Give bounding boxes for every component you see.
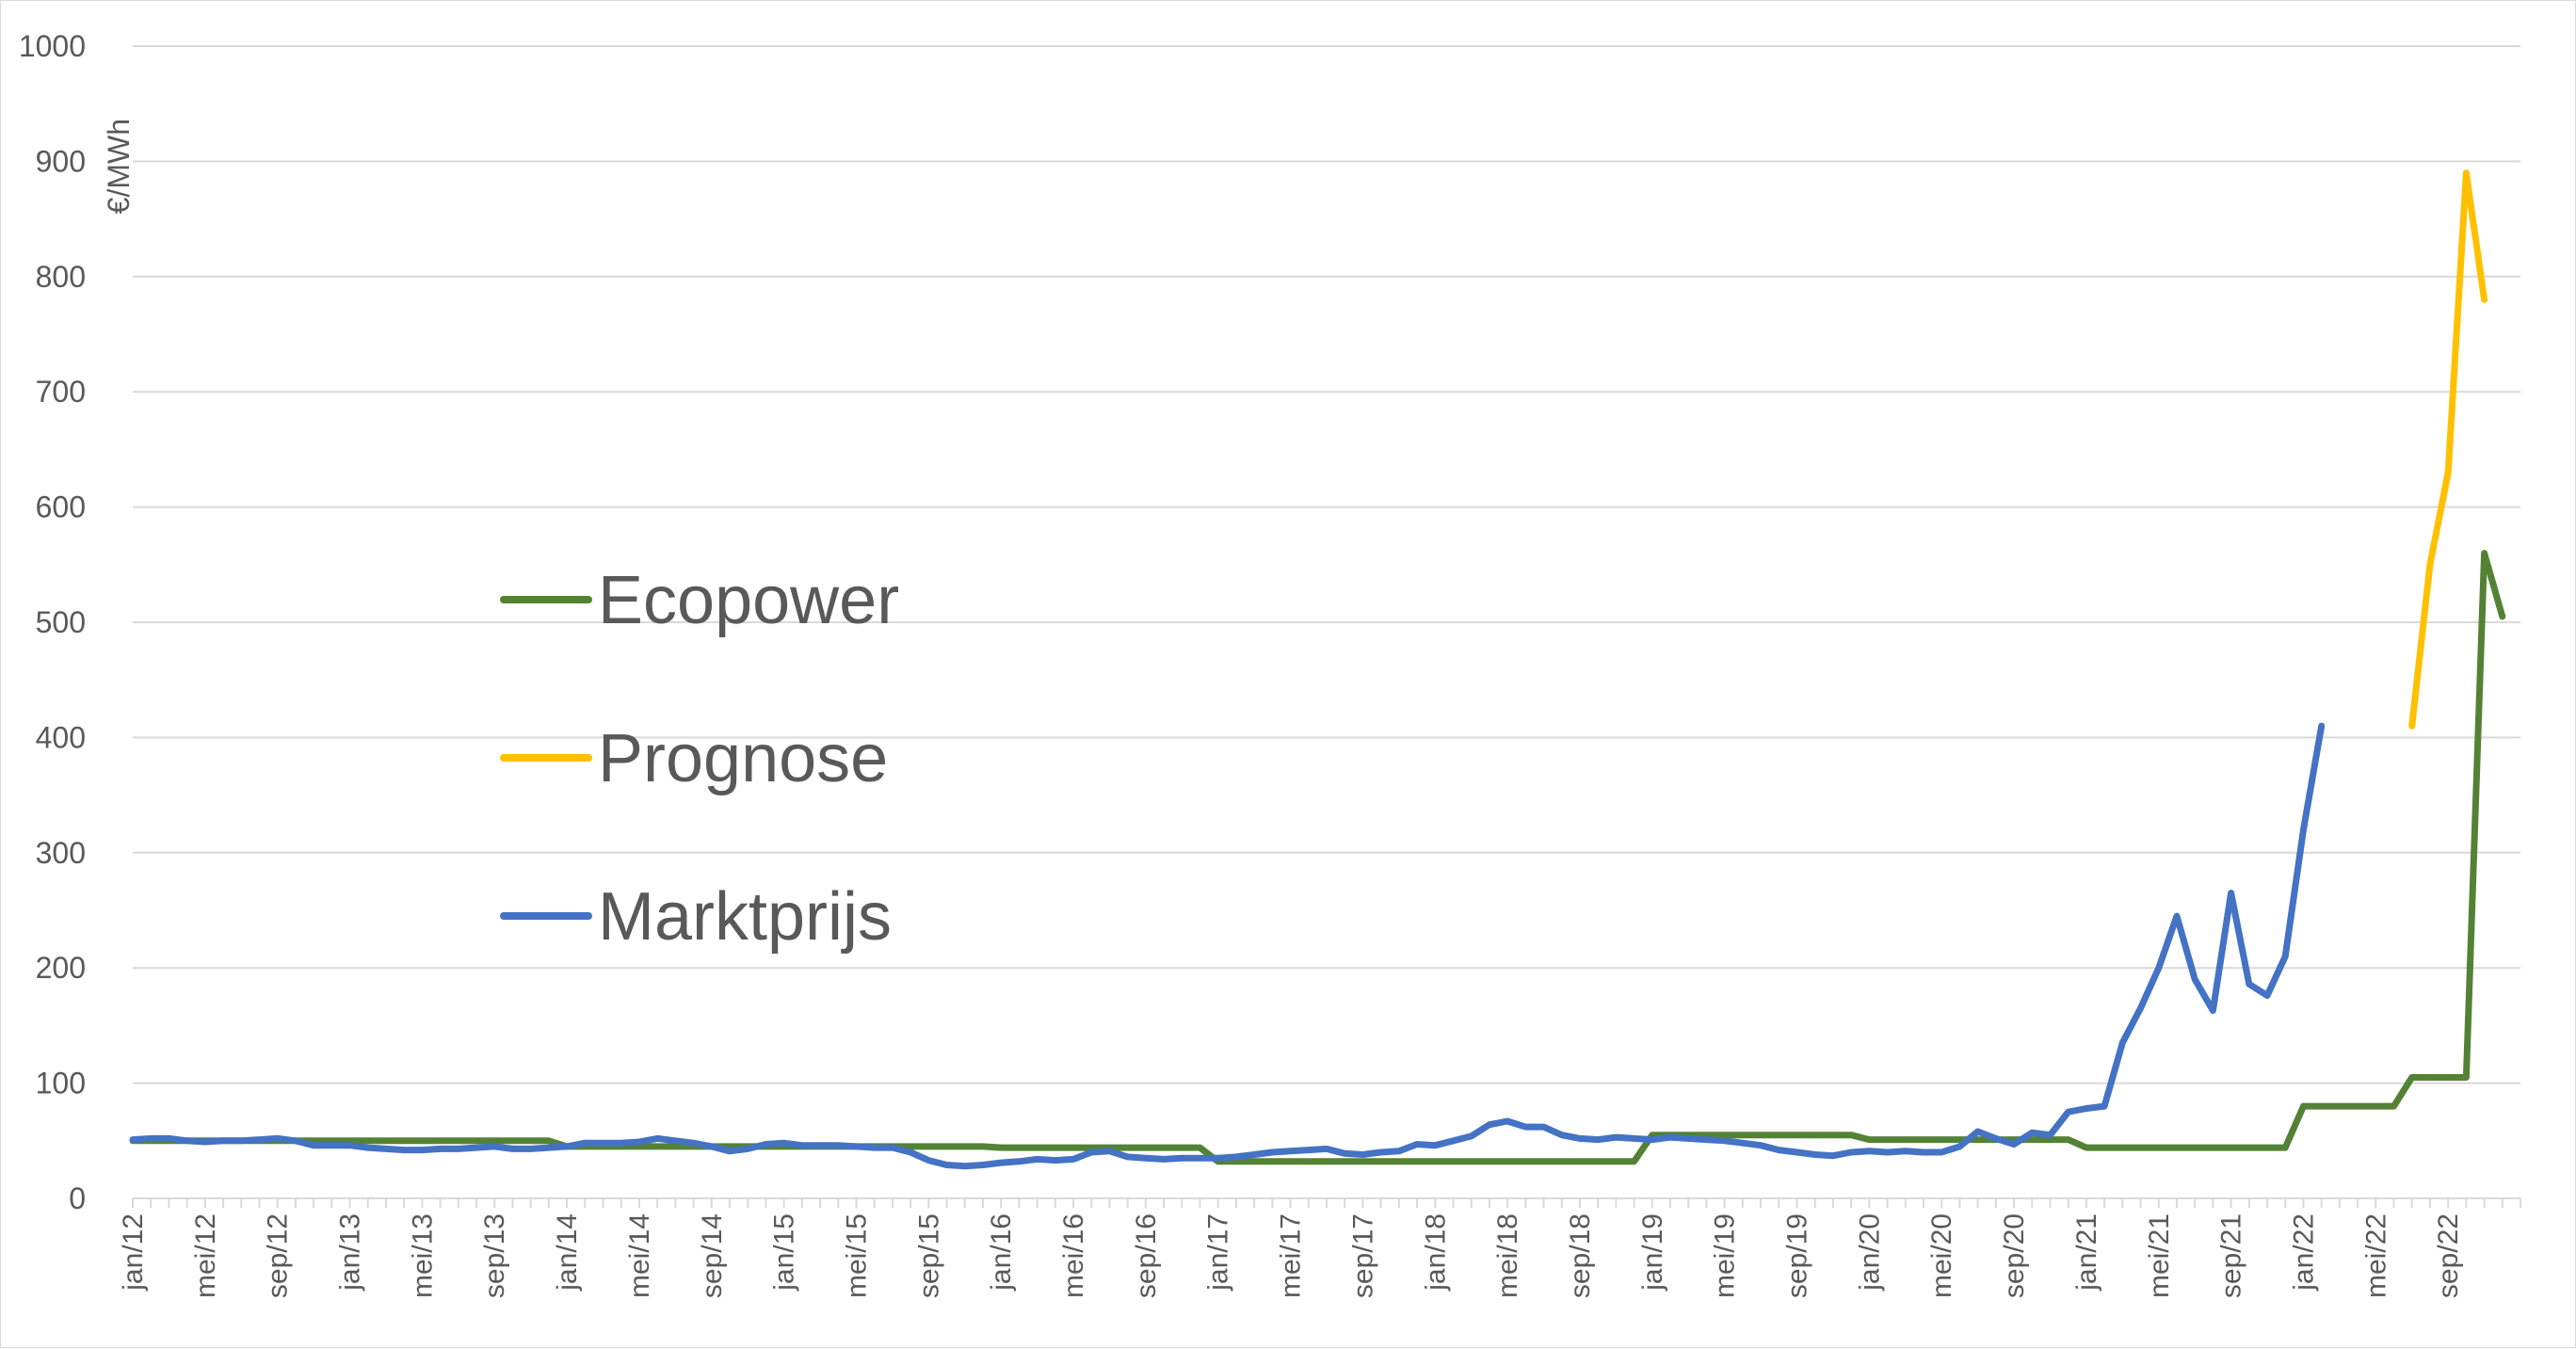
legend-label: Prognose bbox=[598, 721, 888, 796]
y-tick-label: 0 bbox=[69, 1181, 86, 1215]
x-tick-label: jan/22 bbox=[2288, 1213, 2319, 1292]
x-tick-label: jan/19 bbox=[1637, 1213, 1668, 1292]
y-tick-label: 100 bbox=[36, 1067, 86, 1100]
x-tick-label: sep/21 bbox=[2216, 1213, 2247, 1298]
x-tick-label: jan/15 bbox=[769, 1213, 800, 1292]
x-tick-label: jan/16 bbox=[986, 1213, 1017, 1292]
series-line-ecopower bbox=[129, 550, 2506, 1165]
x-tick-label: mei/13 bbox=[407, 1213, 438, 1298]
x-axis: jan/12 mei/12 sep/12 jan/13 mei/13 sep/13 jan/… bbox=[118, 1197, 2521, 1298]
x-tick-label: jan/20 bbox=[1854, 1213, 1885, 1292]
x-tick-label: mei/21 bbox=[2144, 1213, 2175, 1298]
x-tick-label: sep/18 bbox=[1565, 1213, 1596, 1298]
x-tick-label: sep/16 bbox=[1131, 1213, 1162, 1298]
series-line-marktprijs bbox=[129, 722, 2326, 1170]
x-tick-label: sep/15 bbox=[913, 1213, 944, 1298]
y-tick-label: 900 bbox=[36, 144, 86, 178]
x-tick-label: jan/21 bbox=[2071, 1213, 2102, 1292]
x-tick-label: jan/13 bbox=[335, 1213, 366, 1292]
x-tick-label: sep/14 bbox=[697, 1213, 728, 1298]
y-tick-label: 400 bbox=[36, 720, 86, 754]
legend-label: Marktprijs bbox=[598, 879, 892, 955]
x-tick-label: mei/22 bbox=[2360, 1213, 2391, 1298]
gridlines bbox=[133, 45, 2520, 1084]
x-tick-label: mei/14 bbox=[624, 1213, 655, 1298]
x-tick-label: jan/14 bbox=[552, 1213, 583, 1292]
x-tick-label: jan/17 bbox=[1203, 1213, 1234, 1292]
y-tick-label: 200 bbox=[36, 951, 86, 985]
x-tick-label: sep/12 bbox=[263, 1213, 294, 1298]
x-tick-label: mei/15 bbox=[841, 1213, 872, 1298]
x-tick-label: sep/17 bbox=[1347, 1213, 1378, 1298]
x-tick-label: mei/17 bbox=[1276, 1213, 1307, 1298]
legend: Ecopower Prognose Marktprijs bbox=[500, 563, 899, 955]
y-tick-label: 700 bbox=[36, 375, 86, 409]
x-tick-label: mei/19 bbox=[1710, 1213, 1741, 1298]
legend-label: Ecopower bbox=[598, 563, 899, 638]
y-tick-label: 500 bbox=[36, 605, 86, 639]
x-tick-label: sep/19 bbox=[1782, 1213, 1813, 1298]
x-tick-label: sep/13 bbox=[479, 1213, 510, 1298]
x-tick-label: sep/20 bbox=[1999, 1213, 2030, 1298]
x-tick-label: mei/16 bbox=[1058, 1213, 1089, 1298]
x-tick-label: sep/22 bbox=[2433, 1213, 2464, 1298]
x-tick-label: mei/12 bbox=[190, 1213, 221, 1298]
y-tick-label: 800 bbox=[36, 260, 86, 294]
series-lines bbox=[129, 169, 2506, 1170]
y-axis: 0 100 200 300 400 500 600 700 800 900 1000 bbox=[19, 29, 86, 1215]
y-tick-label: 600 bbox=[36, 490, 86, 524]
series-line-prognose bbox=[2408, 169, 2488, 730]
x-tick-label: jan/18 bbox=[1420, 1213, 1451, 1292]
x-tick-label: mei/20 bbox=[1926, 1213, 1957, 1298]
y-axis-title: €/MWh bbox=[102, 119, 136, 214]
x-tick-label: jan/12 bbox=[118, 1213, 149, 1292]
y-tick-label: 1000 bbox=[19, 29, 86, 63]
x-tick-label: mei/18 bbox=[1492, 1213, 1523, 1298]
y-tick-label: 300 bbox=[36, 836, 86, 870]
